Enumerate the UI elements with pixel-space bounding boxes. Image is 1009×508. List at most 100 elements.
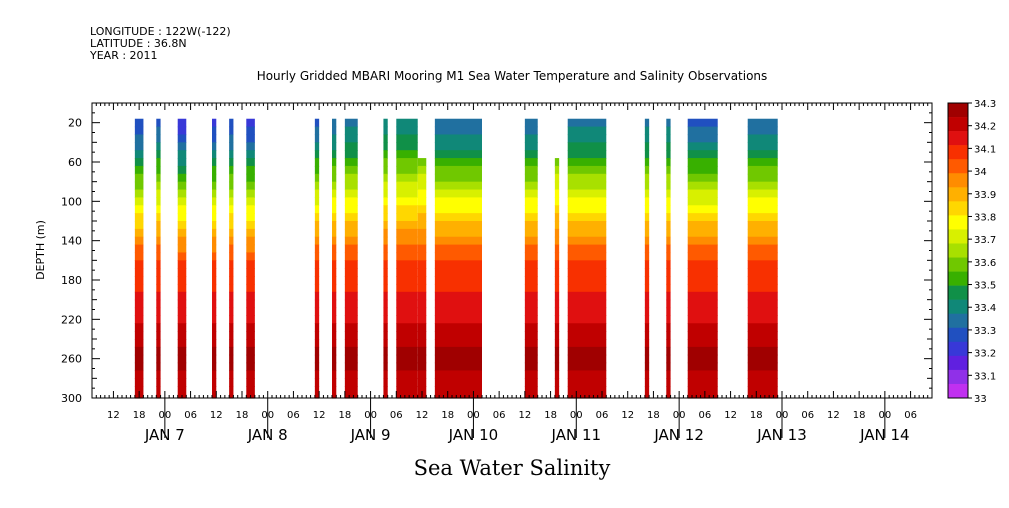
heatmap-cell — [229, 181, 234, 191]
heatmap-cell — [417, 315, 427, 324]
heatmap-cell — [644, 228, 650, 238]
heatmap-cell — [524, 370, 538, 379]
heatmap-cell — [383, 228, 388, 238]
heatmap-cell — [156, 173, 161, 183]
heatmap-cell — [246, 362, 255, 372]
heatmap-cell — [177, 165, 187, 175]
heatmap-cell — [747, 221, 778, 230]
x-hour-label: 12 — [313, 410, 326, 421]
heatmap-cell — [332, 394, 337, 399]
heatmap-cell — [134, 378, 144, 387]
heatmap-cell — [332, 134, 337, 143]
heatmap-cell — [332, 291, 337, 301]
x-hour-label: 18 — [750, 410, 763, 421]
heatmap-cell — [177, 323, 187, 332]
heatmap-cell — [156, 197, 161, 206]
heatmap-cell — [156, 291, 161, 301]
heatmap-cell — [383, 362, 388, 372]
heatmap-cell — [417, 378, 427, 387]
heatmap-cell — [212, 299, 217, 309]
colorbar-label: 33.8 — [974, 212, 996, 223]
heatmap-cell — [134, 213, 144, 222]
heatmap-cell — [417, 221, 427, 230]
heatmap-cell — [687, 370, 718, 379]
heatmap-cell — [134, 276, 144, 285]
heatmap-cell — [177, 378, 187, 387]
heatmap-cell — [229, 173, 234, 183]
heatmap-cell — [212, 291, 217, 301]
heatmap-cell — [396, 323, 418, 332]
heatmap-cell — [156, 370, 161, 379]
heatmap-cell — [747, 315, 778, 324]
heatmap-cell — [314, 331, 320, 340]
heatmap-cell — [524, 181, 538, 191]
heatmap-cell — [666, 299, 671, 309]
heatmap-cell — [644, 126, 650, 136]
heatmap-cell — [212, 142, 217, 151]
heatmap-cell — [687, 291, 718, 301]
heatmap-cell — [134, 370, 144, 379]
heatmap-cell — [156, 118, 161, 128]
heatmap-cell — [644, 252, 650, 261]
heatmap-cell — [229, 323, 234, 332]
heatmap-cell — [246, 268, 255, 277]
heatmap-cell — [434, 323, 482, 332]
heatmap-cell — [666, 386, 671, 395]
heatmap-cell — [747, 339, 778, 348]
heatmap-cell — [396, 394, 418, 399]
heatmap-cell — [156, 362, 161, 372]
data-segment — [567, 118, 607, 399]
heatmap-cell — [747, 134, 778, 143]
heatmap-cell — [644, 236, 650, 246]
colorbar-label: 33.9 — [974, 190, 996, 201]
heatmap-cell — [156, 126, 161, 136]
heatmap-cell — [212, 134, 217, 143]
heatmap-cell — [134, 260, 144, 269]
heatmap-cell — [554, 158, 560, 167]
heatmap-cell — [747, 236, 778, 246]
x-day-label: JAN 12 — [653, 426, 704, 444]
heatmap-cell — [434, 228, 482, 238]
heatmap-cell — [314, 346, 320, 356]
heatmap-cell — [332, 331, 337, 340]
heatmap-cell — [212, 378, 217, 387]
heatmap-cell — [212, 315, 217, 324]
heatmap-cell — [666, 291, 671, 301]
heatmap-cell — [246, 276, 255, 285]
heatmap-cell — [417, 386, 427, 395]
heatmap-cell — [212, 236, 217, 246]
heatmap-cell — [567, 189, 607, 198]
heatmap-cell — [177, 276, 187, 285]
heatmap-cell — [417, 346, 427, 356]
heatmap-cell — [314, 323, 320, 332]
heatmap-cell — [687, 181, 718, 191]
colorbar-label: 33.7 — [974, 235, 996, 246]
heatmap-cell — [229, 386, 234, 395]
heatmap-cell — [134, 118, 144, 128]
heatmap-cell — [212, 228, 217, 238]
heatmap-cell — [212, 346, 217, 356]
heatmap-cell — [332, 354, 337, 364]
x-hour-label: 12 — [210, 410, 223, 421]
colorbar-swatch — [948, 369, 968, 385]
heatmap-cell — [687, 276, 718, 285]
y-tick-label: 260 — [61, 353, 82, 366]
heatmap-cell — [434, 307, 482, 316]
heatmap-cell — [134, 346, 144, 356]
heatmap-cell — [383, 268, 388, 277]
heatmap-cell — [134, 354, 144, 364]
heatmap-cell — [747, 299, 778, 309]
heatmap-cell — [434, 299, 482, 309]
heatmap-cell — [314, 142, 320, 151]
y-tick-label: 180 — [61, 274, 82, 287]
heatmap-cell — [417, 339, 427, 348]
heatmap-cell — [229, 228, 234, 238]
heatmap-cell — [344, 339, 358, 348]
heatmap-cell — [747, 142, 778, 151]
x-hour-label: 12 — [107, 410, 120, 421]
heatmap-cell — [747, 283, 778, 293]
data-segment — [246, 118, 255, 399]
heatmap-cell — [156, 134, 161, 143]
plot-area — [134, 118, 778, 399]
heatmap-cell — [229, 213, 234, 222]
